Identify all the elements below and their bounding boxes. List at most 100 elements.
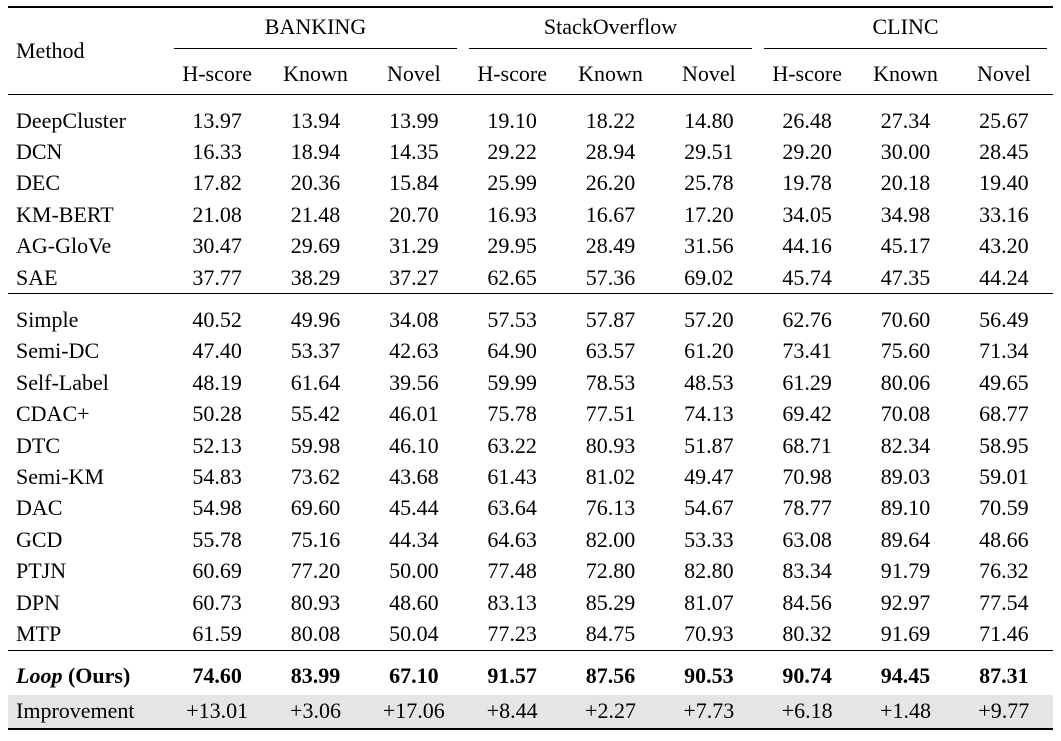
method-cell: DeepCluster <box>16 107 126 133</box>
method-cell: MTP <box>16 620 62 646</box>
method-cell: Semi-DC <box>16 338 100 364</box>
method-cell: DPN <box>16 589 61 615</box>
value-cell: 89.03 <box>880 463 931 489</box>
value-cell: 34.08 <box>364 293 463 336</box>
subcol-header: H-score <box>758 54 857 95</box>
method-cell: Simple <box>8 293 168 336</box>
method-cell: GCD <box>16 526 63 552</box>
value-cell: 63.22 <box>487 432 537 458</box>
value-cell: 39.56 <box>389 369 439 395</box>
value-cell: 54.98 <box>192 495 242 521</box>
value-cell: 19.40 <box>979 170 1029 196</box>
value-cell: 34.05 <box>782 201 832 227</box>
table-row: DCN 16.33 18.94 14.35 29.22 28.94 29.51 29.20 30… <box>8 136 1053 167</box>
value-cell: 91.69 <box>880 620 931 646</box>
value-cell: 48.66 <box>979 526 1029 552</box>
value-cell: 13.99 <box>389 107 439 133</box>
value-cell: +1.48 <box>856 694 955 730</box>
loop-row: Loop (Ours) 74.60 83.99 67.10 91.57 87.56 90.5… <box>8 649 1053 695</box>
table-row: DPN 60.73 80.93 48.60 83.13 85.29 81.07 84.56 92… <box>8 587 1053 618</box>
value-cell: 82.34 <box>880 432 931 458</box>
value-cell: 63.64 <box>487 495 537 521</box>
subcol-header: Known <box>561 54 660 95</box>
value-cell: 61.59 <box>192 620 242 646</box>
subcol-header: Novel <box>659 54 758 95</box>
method-cell: CDAC+ <box>16 401 90 427</box>
value-cell: 75.16 <box>290 526 341 552</box>
group-header-stackoverflow: StackOverflow <box>463 6 758 54</box>
subcol-header: H-score <box>463 54 562 95</box>
value-cell: 64.90 <box>487 338 537 364</box>
value-cell: 20.18 <box>880 170 931 196</box>
subcol-header: H-score <box>168 54 267 95</box>
loop-method-suffix: (Ours) <box>62 662 131 688</box>
value-cell: 43.20 <box>979 233 1029 259</box>
table-row: Semi-DC 47.40 53.37 42.63 64.90 63.57 61.20 73.… <box>8 336 1053 367</box>
value-cell: 76.13 <box>585 495 636 521</box>
value-cell: 73.41 <box>782 338 832 364</box>
value-cell: 56.49 <box>954 293 1053 336</box>
value-cell: 67.10 <box>364 649 463 695</box>
method-cell: KM-BERT <box>16 201 114 227</box>
value-cell: 80.06 <box>880 369 931 395</box>
value-cell: 47.40 <box>192 338 242 364</box>
value-cell: 78.53 <box>585 369 636 395</box>
value-cell: 16.93 <box>487 201 537 227</box>
value-cell: 50.28 <box>192 401 242 427</box>
value-cell: 89.64 <box>880 526 931 552</box>
value-cell: 14.35 <box>389 139 439 165</box>
value-cell: 80.93 <box>290 589 341 615</box>
value-cell: 80.08 <box>290 620 341 646</box>
value-cell: 62.65 <box>487 264 537 290</box>
value-cell: 48.53 <box>684 369 734 395</box>
value-cell: 84.75 <box>585 620 636 646</box>
loop-method-name: Loop <box>16 662 63 688</box>
value-cell: 59.01 <box>979 463 1029 489</box>
value-cell: 68.77 <box>979 401 1029 427</box>
value-cell: 29.95 <box>487 233 537 259</box>
value-cell: 69.42 <box>782 401 832 427</box>
value-cell: 25.78 <box>684 170 734 196</box>
value-cell: 26.48 <box>782 107 832 133</box>
value-cell: 80.93 <box>585 432 636 458</box>
value-cell: 26.20 <box>585 170 636 196</box>
value-cell: 52.13 <box>192 432 242 458</box>
value-cell: 29.51 <box>684 139 734 165</box>
value-cell: 17.20 <box>684 201 734 227</box>
table-row: KM-BERT 21.08 21.48 20.70 16.93 16.67 17.20 34.… <box>8 199 1053 230</box>
method-cell: AG-GloVe <box>16 233 112 259</box>
value-cell: 20.70 <box>389 201 439 227</box>
method-cell: DTC <box>16 432 60 458</box>
value-cell: 16.67 <box>585 201 636 227</box>
value-cell: 70.08 <box>880 401 931 427</box>
table-row: AG-GloVe 30.47 29.69 31.29 29.95 28.49 31.56 44… <box>8 231 1053 262</box>
value-cell: 44.24 <box>979 264 1029 290</box>
value-cell: 60.69 <box>192 558 242 584</box>
value-cell: 21.48 <box>290 201 341 227</box>
value-cell: 91.79 <box>880 558 931 584</box>
value-cell: 57.36 <box>585 264 636 290</box>
value-cell: 71.46 <box>979 620 1029 646</box>
value-cell: 63.57 <box>585 338 636 364</box>
value-cell: 31.56 <box>684 233 734 259</box>
value-cell: 13.97 <box>192 107 242 133</box>
value-cell: 82.00 <box>585 526 636 552</box>
subcol-header: Novel <box>364 54 463 95</box>
value-cell: 61.64 <box>290 369 341 395</box>
value-cell: 70.60 <box>856 293 955 336</box>
value-cell: 19.10 <box>487 107 537 133</box>
value-cell: 55.42 <box>290 401 341 427</box>
value-cell: 18.94 <box>290 139 341 165</box>
subcol-header: Novel <box>954 54 1053 95</box>
value-cell: 28.49 <box>585 233 636 259</box>
table-row: SAE 37.77 38.29 37.27 62.65 57.36 69.02 45.74 47… <box>8 262 1053 294</box>
value-cell: 76.32 <box>979 558 1029 584</box>
value-cell: 37.77 <box>192 264 242 290</box>
value-cell: 31.29 <box>389 233 439 259</box>
table-row: CDAC+ 50.28 55.42 46.01 75.78 77.51 74.13 69.42… <box>8 399 1053 430</box>
value-cell: 29.69 <box>290 233 341 259</box>
value-cell: 82.80 <box>684 558 734 584</box>
value-cell: 46.01 <box>389 401 439 427</box>
value-cell: 54.83 <box>192 463 242 489</box>
value-cell: 69.02 <box>684 264 734 290</box>
